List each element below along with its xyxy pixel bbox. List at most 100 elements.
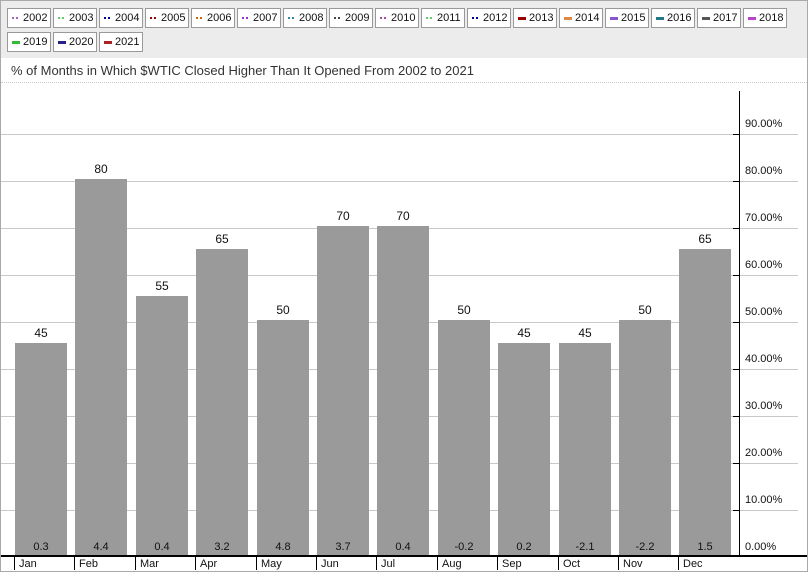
month-tick-jan <box>14 557 15 570</box>
bar-value-label-apr: 65 <box>215 232 229 246</box>
legend-bar: 2002 2003 2004 2005 2006 2007 2008 2009 2010 2011… <box>1 1 807 58</box>
dotted-line-marker-icon <box>242 17 250 19</box>
month-tick-sep <box>497 557 498 570</box>
y-tick-50 <box>733 322 740 323</box>
bar-change-label-sep: 0.2 <box>516 541 532 553</box>
bar-change-label-dec: 1.5 <box>697 541 713 553</box>
legend-year-label: 2021 <box>115 36 140 48</box>
month-tick-dec <box>678 557 679 570</box>
legend-year-2019[interactable]: 2019 <box>7 32 51 52</box>
month-label-sep: Sep <box>502 558 522 570</box>
y-tick-20 <box>733 463 740 464</box>
dash-line-marker-icon <box>610 16 618 20</box>
legend-year-2018[interactable]: 2018 <box>743 8 787 28</box>
legend-year-label: 2011 <box>437 12 461 24</box>
bar-change-label-mar: 0.4 <box>154 541 170 553</box>
legend-year-2016[interactable]: 2016 <box>651 8 695 28</box>
bar-change-label-apr: 3.2 <box>214 541 230 553</box>
bar-change-label-jan: 0.3 <box>33 541 49 553</box>
legend-year-2014[interactable]: 2014 <box>559 8 603 28</box>
bar-nov <box>619 320 671 555</box>
bar-value-label-aug: 50 <box>457 303 471 317</box>
bar-change-label-jul: 0.4 <box>395 541 411 553</box>
month-label-may: May <box>261 558 282 570</box>
month-tick-jul <box>376 557 377 570</box>
legend-year-label: 2014 <box>575 12 600 24</box>
legend-year-label: 2017 <box>713 12 738 24</box>
bar-change-label-oct: -2.1 <box>575 541 595 553</box>
dash-line-marker-icon <box>656 16 664 20</box>
legend-year-2008[interactable]: 2008 <box>283 8 327 28</box>
bar-apr <box>196 249 248 555</box>
legend-year-label: 2005 <box>161 12 186 24</box>
bar-value-label-may: 50 <box>276 303 290 317</box>
month-label-dec: Dec <box>683 558 703 570</box>
legend-year-2009[interactable]: 2009 <box>329 8 373 28</box>
legend-year-2020[interactable]: 2020 <box>53 32 97 52</box>
bar-change-label-feb: 4.4 <box>93 541 109 553</box>
month-label-mar: Mar <box>140 558 159 570</box>
bar-value-label-nov: 50 <box>638 303 652 317</box>
dotted-line-marker-icon <box>58 17 66 19</box>
legend-year-2005[interactable]: 2005 <box>145 8 189 28</box>
dash-line-marker-icon <box>12 40 20 44</box>
month-tick-oct <box>558 557 559 570</box>
legend-year-2002[interactable]: 2002 <box>7 8 51 28</box>
month-tick-feb <box>74 557 75 570</box>
bar-change-label-jun: 3.7 <box>335 541 351 553</box>
bar-value-label-dec: 65 <box>698 232 712 246</box>
dotted-line-marker-icon <box>334 17 342 19</box>
y-tick-30 <box>733 416 740 417</box>
legend-year-label: 2009 <box>345 12 370 24</box>
y-axis-line <box>739 91 740 557</box>
legend-year-2007[interactable]: 2007 <box>237 8 281 28</box>
dash-line-marker-icon <box>564 16 572 20</box>
bar-oct <box>559 343 611 555</box>
month-label-feb: Feb <box>79 558 98 570</box>
dash-line-marker-icon <box>58 40 66 44</box>
month-label-aug: Aug <box>442 558 462 570</box>
dotted-line-marker-icon <box>196 17 204 19</box>
dash-line-marker-icon <box>104 40 112 44</box>
month-tick-nov <box>618 557 619 570</box>
legend-year-2006[interactable]: 2006 <box>191 8 235 28</box>
month-label-jul: Jul <box>381 558 396 570</box>
legend-year-2017[interactable]: 2017 <box>697 8 741 28</box>
month-label-nov: Nov <box>623 558 643 570</box>
bar-dec <box>679 249 731 555</box>
legend-year-label: 2002 <box>23 12 48 24</box>
bar-sep <box>498 343 550 555</box>
legend-year-2013[interactable]: 2013 <box>513 8 557 28</box>
legend-year-2010[interactable]: 2010 <box>375 8 419 28</box>
legend-year-2011[interactable]: 2011 <box>421 8 465 28</box>
dotted-line-marker-icon <box>426 17 434 19</box>
bar-value-label-oct: 45 <box>578 326 592 340</box>
legend-year-label: 2004 <box>115 12 140 24</box>
legend-year-label: 2013 <box>529 12 554 24</box>
dotted-line-marker-icon <box>150 17 158 19</box>
legend-year-2021[interactable]: 2021 <box>99 32 143 52</box>
legend-year-label: 2015 <box>621 12 646 24</box>
y-axis-label-60: 60.00% <box>745 259 783 271</box>
y-tick-60 <box>733 275 740 276</box>
legend-year-label: 2020 <box>69 36 94 48</box>
legend-year-label: 2003 <box>69 12 94 24</box>
bar-value-label-jan: 45 <box>34 326 48 340</box>
legend-year-label: 2008 <box>299 12 324 24</box>
legend-year-2004[interactable]: 2004 <box>99 8 143 28</box>
dotted-line-marker-icon <box>288 17 296 19</box>
legend-year-2015[interactable]: 2015 <box>605 8 649 28</box>
month-tick-jun <box>316 557 317 570</box>
legend-year-label: 2019 <box>23 36 48 48</box>
y-axis-label-10: 10.00% <box>745 494 783 506</box>
bar-mar <box>136 296 188 555</box>
legend-year-2012[interactable]: 2012 <box>467 8 511 28</box>
y-axis-label-30: 30.00% <box>745 400 783 412</box>
month-label-oct: Oct <box>563 558 581 570</box>
title-row: % of Months in Which $WTIC Closed Higher… <box>1 58 807 83</box>
bar-jan <box>15 343 67 555</box>
y-axis-label-0: 0.00% <box>745 541 777 553</box>
legend-year-2003[interactable]: 2003 <box>53 8 97 28</box>
dotted-line-marker-icon <box>380 17 388 19</box>
y-axis-label-80: 80.00% <box>745 165 783 177</box>
